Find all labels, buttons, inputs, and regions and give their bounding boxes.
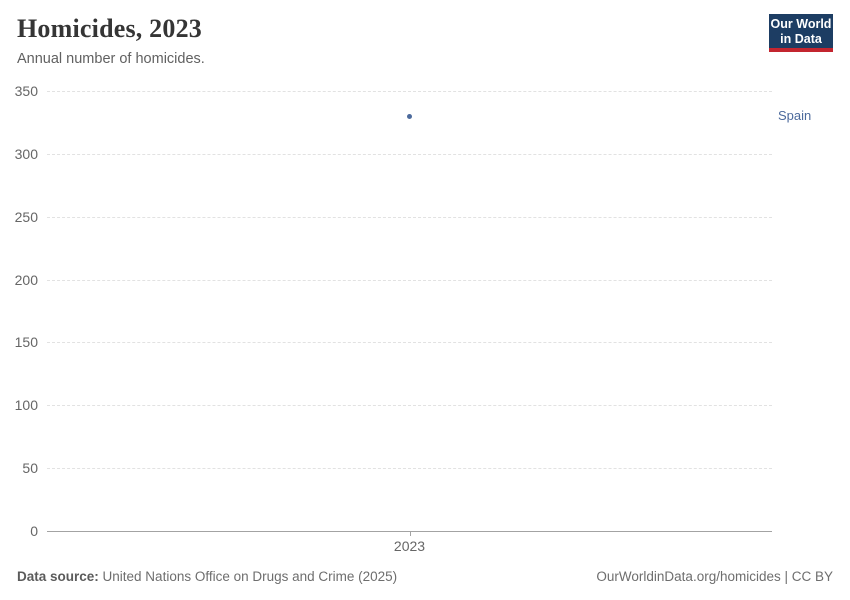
x-tick-label: 2023 xyxy=(393,538,426,554)
y-tick-label: 250 xyxy=(14,208,38,225)
y-tick-label: 300 xyxy=(14,145,38,162)
owid-logo-line2: in Data xyxy=(780,32,822,46)
footer-link[interactable]: OurWorldinData.org/homicides | CC BY xyxy=(596,569,833,584)
gridline xyxy=(47,153,772,155)
page-title: Homicides, 2023 xyxy=(17,14,202,43)
x-tick-mark xyxy=(409,531,411,536)
y-tick-label: 150 xyxy=(14,334,38,351)
owid-logo-line1: Our World xyxy=(770,17,832,31)
gridline xyxy=(47,216,772,218)
data-point-spain[interactable] xyxy=(407,113,412,119)
footer-datasource: Data source: United Nations Office on Dr… xyxy=(17,569,397,584)
y-tick-label: 50 xyxy=(22,460,38,477)
datasource-label: Data source: xyxy=(17,569,99,584)
gridline xyxy=(47,468,772,470)
owid-logo[interactable]: Our World in Data xyxy=(769,14,833,52)
gridline xyxy=(47,279,772,281)
y-tick-label: 350 xyxy=(14,83,38,99)
chart-footer: Data source: United Nations Office on Dr… xyxy=(17,569,833,584)
y-tick-label: 200 xyxy=(14,271,38,288)
chart-header: Homicides, 2023 Annual number of homicid… xyxy=(17,14,205,67)
page-subtitle: Annual number of homicides. xyxy=(17,51,205,67)
gridline xyxy=(47,91,772,92)
gridline xyxy=(47,405,772,407)
gridline xyxy=(47,342,772,344)
datasource-text: United Nations Office on Drugs and Crime… xyxy=(98,569,398,584)
y-tick-label: 100 xyxy=(14,397,38,414)
series-label-spain[interactable]: Spain xyxy=(778,108,812,124)
y-tick-label: 0 xyxy=(30,523,38,539)
